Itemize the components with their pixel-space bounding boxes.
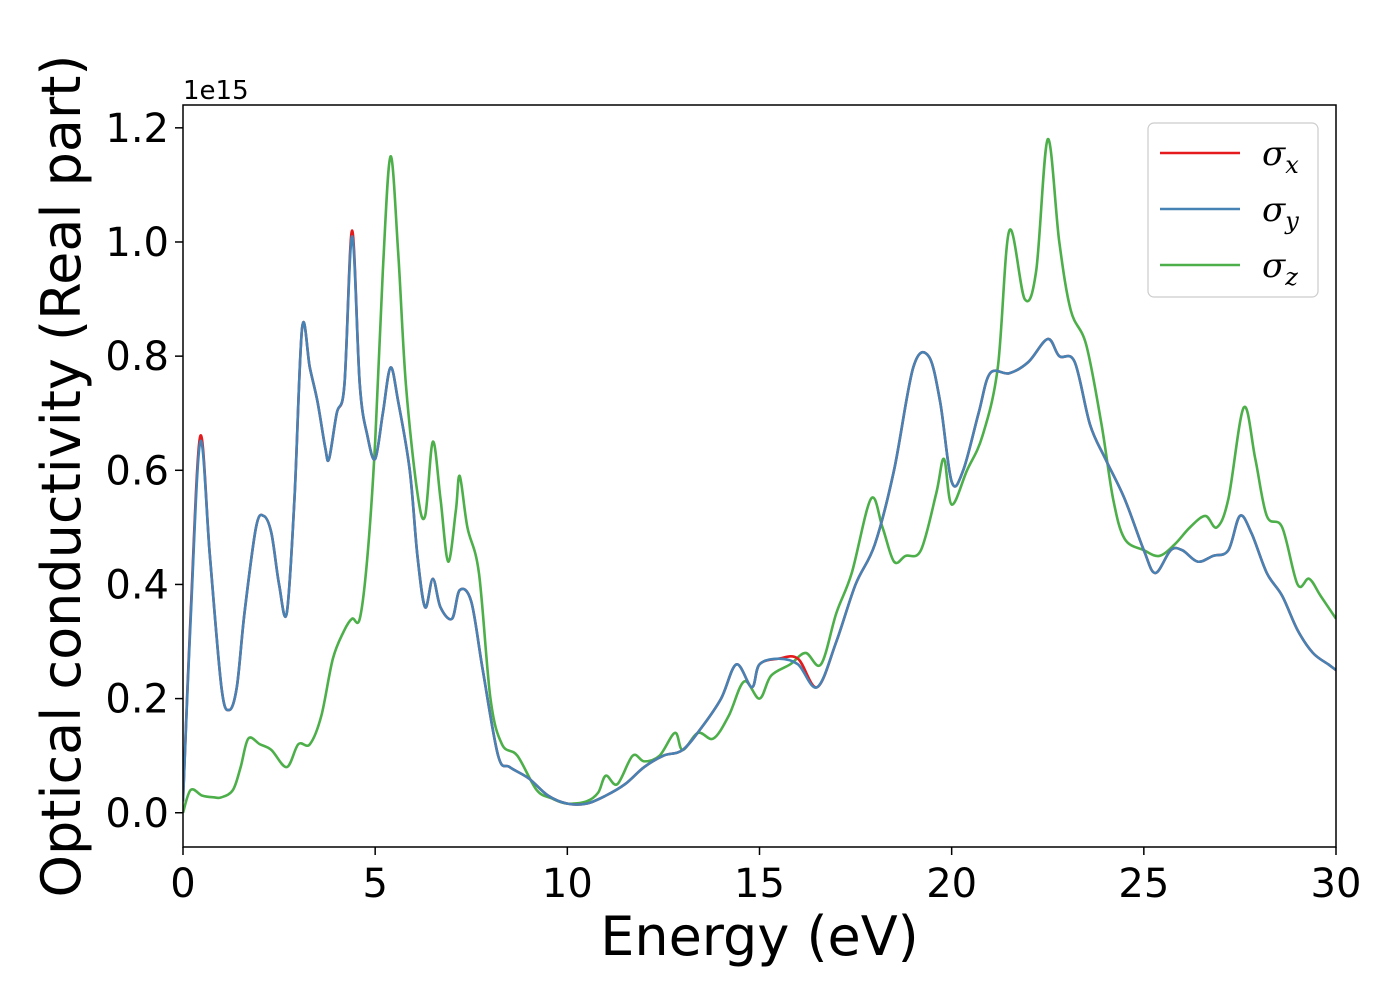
y-axis: 0.0 0.2 0.4 0.6 0.8 1.0 1.2 [105, 106, 183, 837]
x-tick-label: 20 [926, 861, 977, 907]
y-offset-label: 1e15 [183, 76, 249, 106]
x-tick-label: 10 [542, 861, 593, 907]
x-axis: 0 5 10 15 20 25 30 [170, 847, 1361, 907]
series-layer [183, 137, 1336, 814]
legend-label-z: σz [1262, 246, 1298, 291]
x-axis-title: Energy (eV) [600, 905, 919, 968]
y-tick-label: 1.0 [105, 220, 169, 266]
y-tick-label: 0.0 [105, 791, 169, 837]
x-tick-label: 5 [362, 861, 387, 907]
legend: σx σy σz [1147, 122, 1319, 298]
series-line-y [183, 234, 1336, 806]
y-tick-label: 0.4 [105, 562, 169, 608]
x-tick-label: 25 [1118, 861, 1169, 907]
y-axis-title: Optical conductivity (Real part) [30, 55, 93, 898]
y-tick-label: 1.2 [105, 106, 169, 152]
x-tick-label: 0 [170, 861, 195, 907]
x-tick-label: 15 [734, 861, 785, 907]
legend-label-y: σy [1262, 190, 1299, 235]
y-tick-label: 0.2 [105, 677, 169, 723]
x-tick-label: 30 [1311, 861, 1362, 907]
y-tick-label: 0.6 [105, 448, 169, 494]
y-tick-label: 0.8 [105, 334, 169, 380]
legend-label-x: σx [1262, 134, 1299, 179]
series-line-z [183, 137, 1336, 814]
